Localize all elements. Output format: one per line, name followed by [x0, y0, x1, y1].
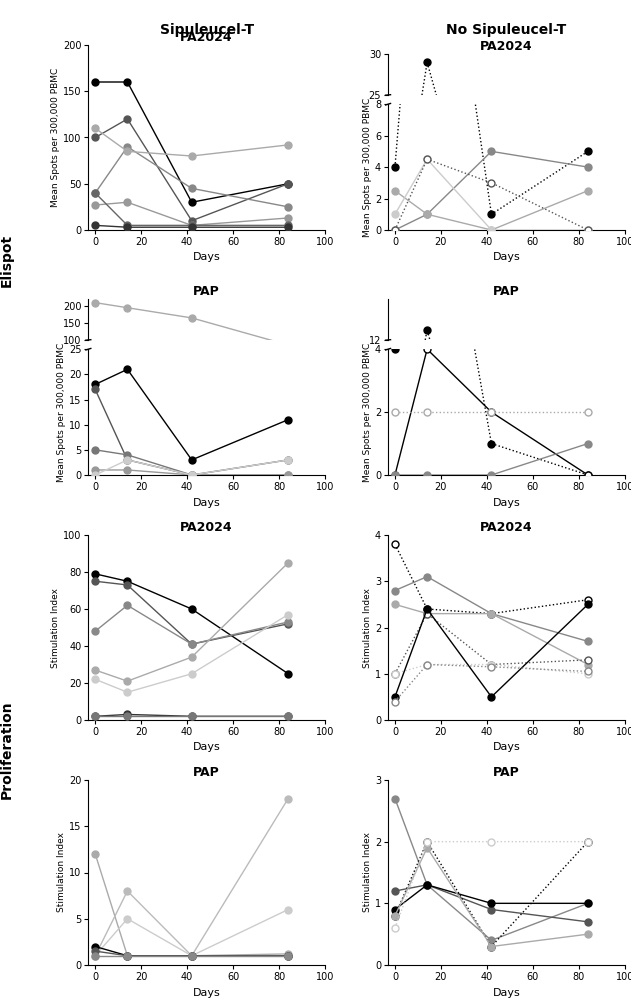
X-axis label: Days: Days	[493, 742, 520, 752]
Title: PAP: PAP	[193, 285, 220, 298]
Title: PA2024: PA2024	[180, 31, 233, 44]
Title: PA2024: PA2024	[180, 521, 233, 534]
Y-axis label: Stimulation Index: Stimulation Index	[57, 832, 66, 913]
Title: PA2024: PA2024	[480, 40, 533, 53]
Title: PAP: PAP	[493, 285, 520, 298]
X-axis label: Days: Days	[193, 988, 220, 998]
Y-axis label: Stimulation Index: Stimulation Index	[363, 832, 372, 913]
Title: PA2024: PA2024	[480, 521, 533, 534]
Y-axis label: Mean Spots per 300,000 PBMC: Mean Spots per 300,000 PBMC	[363, 342, 372, 482]
Text: Elispot: Elispot	[0, 233, 13, 287]
Title: PAP: PAP	[493, 766, 520, 779]
Y-axis label: Stimulation Index: Stimulation Index	[51, 587, 60, 668]
X-axis label: Days: Days	[493, 498, 520, 508]
Text: Proliferation: Proliferation	[0, 701, 13, 799]
Title: PAP: PAP	[193, 766, 220, 779]
Text: No Sipuleucel-T: No Sipuleucel-T	[446, 23, 567, 37]
Y-axis label: Mean Spots per 300,000 PBMC: Mean Spots per 300,000 PBMC	[51, 68, 60, 207]
Y-axis label: Mean Spots per 300,000 PBMC: Mean Spots per 300,000 PBMC	[363, 97, 372, 237]
Y-axis label: Mean Spots per 300,000 PBMC: Mean Spots per 300,000 PBMC	[57, 342, 66, 482]
X-axis label: Days: Days	[193, 498, 220, 508]
X-axis label: Days: Days	[193, 252, 220, 262]
X-axis label: Days: Days	[193, 742, 220, 752]
Text: Sipuleucel-T: Sipuleucel-T	[160, 23, 254, 37]
X-axis label: Days: Days	[493, 988, 520, 998]
X-axis label: Days: Days	[493, 252, 520, 262]
Y-axis label: Stimulation Index: Stimulation Index	[363, 587, 372, 668]
